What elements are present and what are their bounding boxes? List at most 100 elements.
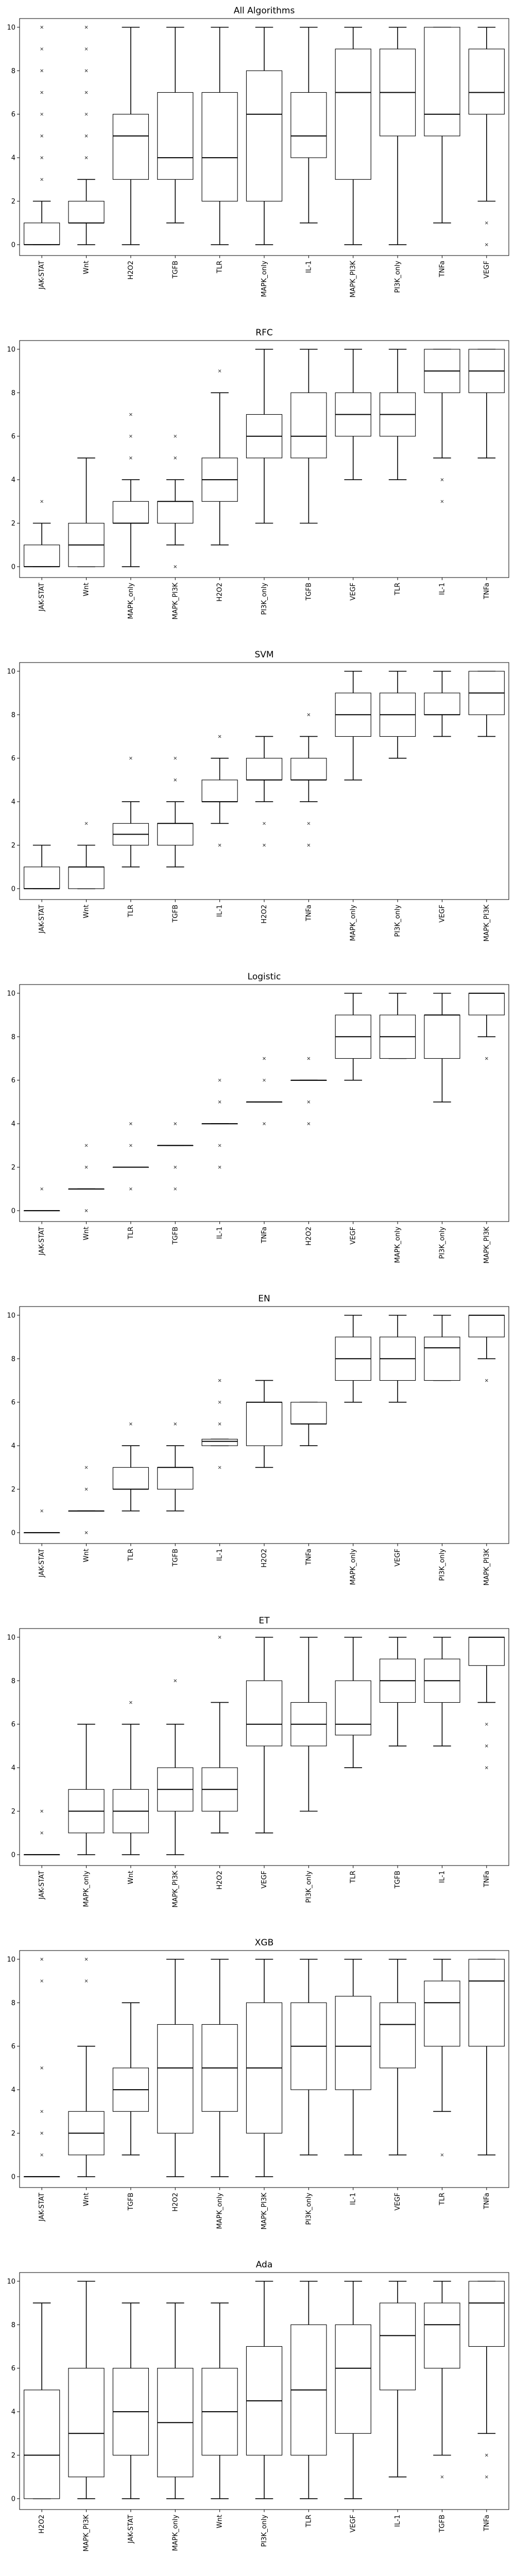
y-tick-label: 8 [11,1677,15,1685]
box-jak-stat [24,500,60,567]
box-h2o2 [157,1959,194,2177]
chart-title: All Algorithms [234,6,295,16]
outlier-point [40,1187,44,1191]
outlier-point [307,822,311,825]
chart-panel: Ada 0 2 4 6 8 10 H2O2 MAPK_PI3K JAK-STAT MAPK_only… [7,2260,509,2551]
box-mapk-only [335,671,371,781]
iqr-box [246,70,283,202]
outlier-point [84,47,88,50]
x-tick-label: PI3K_only [438,1549,446,1581]
outlier-point [129,756,132,760]
y-tick-label: 0 [11,1851,15,1859]
box-mapk-pi3k [157,434,194,568]
x-tick-label: TLR [438,2193,446,2206]
x-tick-label: JAK-STAT [38,905,46,934]
iqr-box [157,501,194,524]
box-h2o2 [24,2302,60,2499]
outlier-point [40,1979,44,1982]
box-tlr [112,756,149,868]
y-tick-label: 8 [11,2321,15,2329]
iqr-box [24,867,60,889]
y-tick-label: 8 [11,1033,15,1041]
x-tick-label: TGFB [171,261,179,279]
iqr-box [424,1980,460,2047]
outlier-point [40,2131,44,2135]
x-tick-label: TLR [350,1871,357,1884]
box-tnfa [290,1401,327,1446]
outlier-point [174,1165,177,1169]
x-tick-label: MAPK_only [127,583,135,619]
box-h2o2 [112,27,149,245]
iqr-box [468,993,505,1015]
x-tick-label: Wnt [83,1549,91,1562]
chart-panel: SVM 0 2 4 6 8 10 JAK-STAT Wnt TLR TGFB IL-1 H2O2 TNFa… [7,650,509,941]
box-mapk-only [335,1315,371,1403]
plot-frame [19,2272,509,2510]
outlier-point [174,565,177,568]
y-tick-label: 2 [11,2452,15,2460]
box-wnt [68,457,105,567]
outlier-point [129,1422,132,1426]
outlier-point [174,1187,177,1191]
x-tick-label: Wnt [83,2193,91,2206]
outlier-point [218,1466,221,1469]
x-tick-label: H2O2 [171,2193,179,2212]
x-tick-label: TNFa [305,905,313,922]
outlier-point [84,822,88,825]
outlier-point [84,134,88,138]
x-tick-label: Wnt [216,2515,224,2528]
box-tlr [379,349,416,480]
box-h2o2 [246,1380,283,1468]
outlier-point [129,1144,132,1147]
y-tick-label: 10 [7,346,15,353]
box-wnt [68,26,105,245]
x-tick-label: JAK-STAT [127,2515,135,2544]
outlier-point [174,456,177,460]
chart-panel: All Algorithms 0 2 4 6 8 10 JAK-STAT Wnt H2O2 TGFB… [7,6,509,297]
x-tick-label: JAK-STAT [38,1227,46,1256]
x-tick-label: TGFB [305,583,313,601]
x-tick-label: TGFB [438,2515,446,2533]
outlier-point [84,1165,88,1169]
box-tlr [201,27,238,245]
y-tick-label: 2 [11,1808,15,1816]
box-wnt [68,1466,105,1534]
plot-frame [19,340,509,578]
box-tnfa [468,1636,505,1769]
box-wnt [68,1958,105,2177]
outlier-point [40,1831,44,1835]
outlier-point [307,713,311,717]
x-tick-label: PI3K_only [305,1871,313,1903]
box-jak-stat [24,26,60,245]
iqr-box [112,114,149,180]
x-tick-label: TLR [216,261,224,274]
outlier-point [218,1400,221,1404]
chart-title: Logistic [248,972,281,982]
iqr-box [379,2002,416,2069]
box-il-1 [201,735,238,847]
box-tnfa [246,1057,283,1125]
outlier-point [84,1979,88,1982]
y-tick-label: 10 [7,990,15,997]
box-h2o2 [201,1636,238,1834]
chart-panel: EN 0 2 4 6 8 10 JAK-STAT Wnt TLR TGFB IL-1 H2O2 TNFa M… [7,1294,509,1585]
box-mapk-only [157,2302,194,2499]
outlier-point [174,756,177,760]
outlier-point [218,1379,221,1382]
outlier-point [307,1057,311,1060]
x-tick-label: JAK-STAT [38,1549,46,1578]
x-tick-label: PI3K_only [305,2193,313,2225]
plot-frame [19,662,509,900]
chart-panel: Logistic 0 2 4 6 8 10 JAK-STAT Wnt TLR TGFB IL-1 TNF… [7,972,509,1263]
x-tick-label: IL-1 [305,261,313,273]
outlier-point [129,413,132,416]
box-wnt [68,1144,105,1212]
y-tick-label: 0 [11,563,15,571]
box-wnt [68,822,105,889]
outlier-point [40,112,44,116]
outlier-point [84,112,88,116]
iqr-box [201,92,238,202]
box-pi3k-only [424,993,460,1103]
iqr-box [246,1402,283,1446]
